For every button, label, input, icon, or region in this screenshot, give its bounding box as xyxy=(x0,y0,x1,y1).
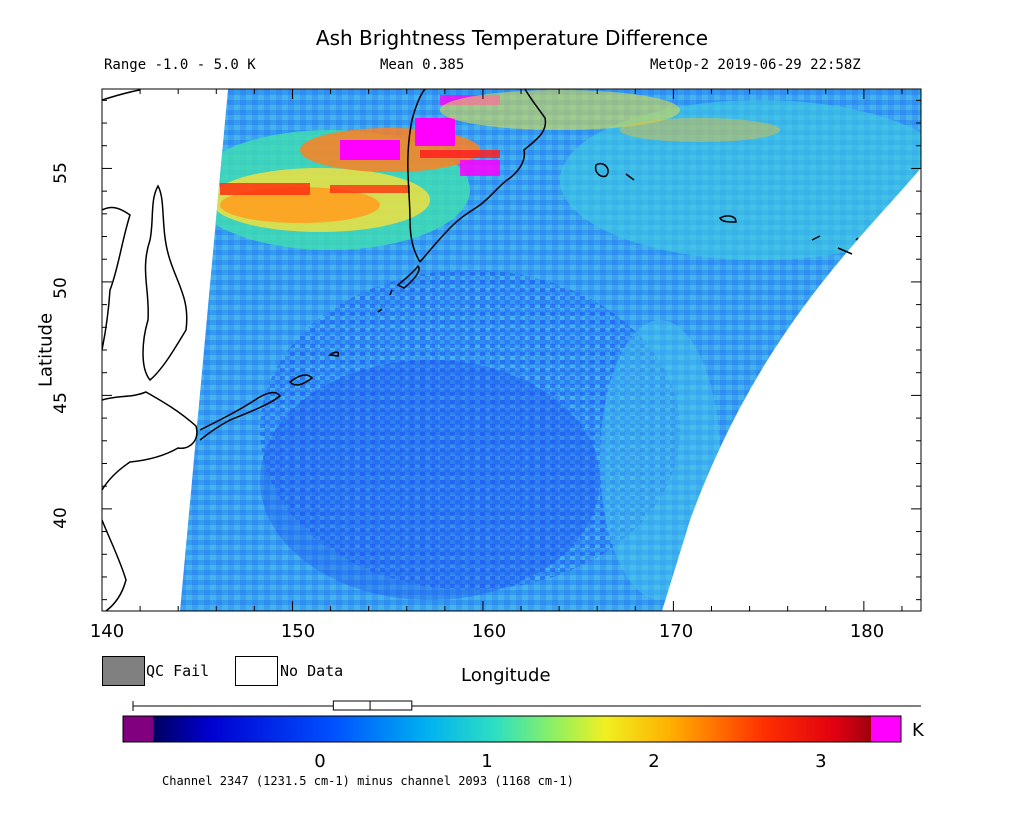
coastline xyxy=(102,89,859,611)
lat-tick-label: 40 xyxy=(51,507,71,529)
high-ash-patch xyxy=(340,140,400,160)
no-data-label: No Data xyxy=(280,662,344,680)
lat-tick-label: 50 xyxy=(51,277,71,299)
colorbar-tick-label: 3 xyxy=(815,751,827,772)
lat-tick-label: 55 xyxy=(51,162,71,184)
colorbar-tick-label: 1 xyxy=(481,751,493,772)
colorbar-unit: K xyxy=(912,720,924,741)
lon-tick-label: 140 xyxy=(89,621,125,642)
histogram-box xyxy=(332,700,413,711)
lon-tick-label: 180 xyxy=(849,621,885,642)
colorbar-gradient xyxy=(153,716,871,742)
y-axis-label: Latitude xyxy=(35,312,57,388)
colorbar xyxy=(122,700,921,743)
chart-title: Ash Brightness Temperature Difference xyxy=(315,26,709,50)
channel-description: Channel 2347 (1231.5 cm-1) minus channel… xyxy=(162,774,574,788)
range-label: Range -1.0 - 5.0 K xyxy=(104,57,256,73)
lon-tick-label: 160 xyxy=(471,621,507,642)
mean-label: Mean 0.385 xyxy=(380,57,465,73)
colorbar-tick-label: 2 xyxy=(648,751,660,772)
lon-tick-label: 170 xyxy=(658,621,694,642)
high-ash-patch xyxy=(415,118,455,146)
qc-fail-swatch xyxy=(102,656,145,686)
x-axis-label: Longitude xyxy=(461,665,551,686)
colorbar-over-swatch xyxy=(871,716,901,742)
lat-tick-label: 45 xyxy=(51,392,71,414)
satellite-time-label: MetOp-2 2019-06-29 22:58Z xyxy=(650,57,861,73)
colorbar-under-swatch xyxy=(123,716,153,742)
axis-ticks xyxy=(101,89,921,611)
colorbar-tick-label: 0 xyxy=(314,751,326,772)
lon-tick-label: 150 xyxy=(280,621,316,642)
no-data-swatch xyxy=(235,656,278,686)
qc-fail-label: QC Fail xyxy=(146,662,210,680)
